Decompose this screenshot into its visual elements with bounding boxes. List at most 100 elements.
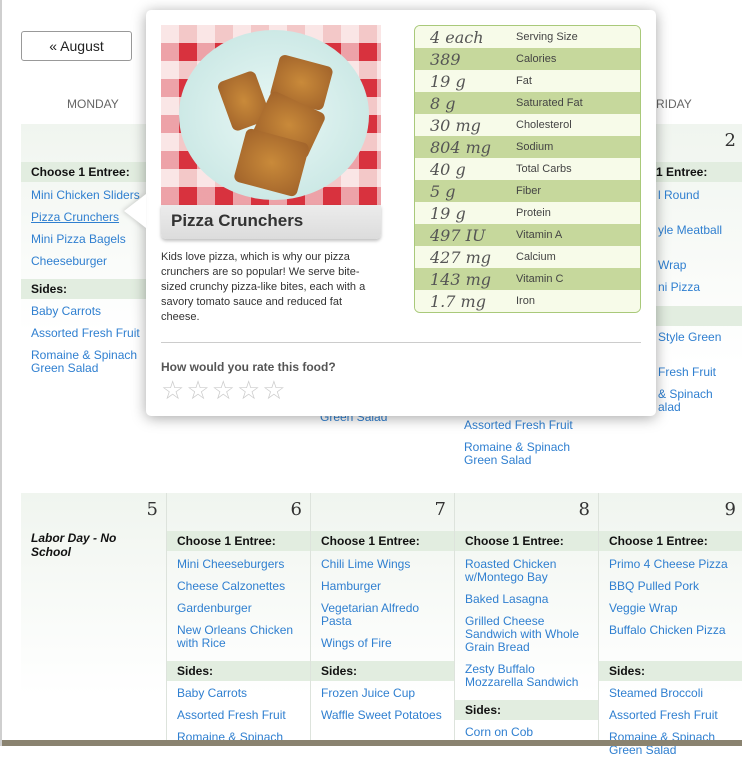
divider: [161, 342, 641, 343]
menu-item[interactable]: Wrap: [658, 258, 687, 272]
menu-item[interactable]: Corn on Cob: [465, 725, 534, 739]
nutrition-row: 497 IU Vitamin A: [415, 224, 640, 246]
nutrition-label: Calories: [516, 53, 557, 65]
menu-item[interactable]: & Spinach: [658, 387, 713, 401]
nutrition-label: Calcium: [516, 251, 556, 263]
prev-month-button[interactable]: « August: [21, 31, 132, 61]
nutrition-row: 40 g Total Carbs: [415, 158, 640, 180]
day-number: 7: [434, 499, 446, 520]
day-number: 2: [724, 130, 736, 151]
weekday-monday: MONDAY: [67, 97, 119, 111]
menu-item[interactable]: Waffle Sweet Potatoes: [321, 708, 442, 722]
nutrition-value: 4 each: [430, 27, 484, 47]
menu-item[interactable]: Assorted Fresh Fruit: [464, 418, 573, 432]
menu-item[interactable]: Cheese Calzonettes: [177, 579, 286, 593]
star-icon[interactable]: ☆: [262, 375, 286, 405]
food-description: Kids love pizza, which is why our pizza …: [161, 251, 366, 323]
menu-item[interactable]: Vegetarian Alfredo Pasta: [321, 601, 420, 628]
menu-item[interactable]: BBQ Pulled Pork: [609, 579, 700, 593]
entree-header: Choose 1 Entree:: [21, 162, 166, 182]
nutrition-value: 8 g: [430, 93, 456, 113]
menu-item[interactable]: Assorted Fresh Fruit: [609, 708, 718, 722]
nutrition-label: Fiber: [516, 185, 542, 197]
menu-item[interactable]: Baby Carrots: [31, 304, 102, 318]
nutrition-row: 19 g Protein: [415, 202, 640, 224]
nutrition-label: Total Carbs: [516, 163, 572, 175]
sides-header: Sides:: [455, 700, 598, 720]
menu-item[interactable]: Style Green: [658, 330, 722, 344]
day-number: 5: [146, 499, 158, 520]
nutrition-row: 19 g Fat: [415, 70, 640, 92]
day-cell-friday-week1: 2 1 Entree: l Round yle Meatball Wrap ni…: [598, 124, 742, 424]
menu-item[interactable]: l Round: [658, 188, 700, 202]
menu-item[interactable]: Chili Lime Wings: [321, 557, 411, 571]
menu-item[interactable]: Assorted Fresh Fruit: [177, 708, 286, 722]
entree-header: Choose 1 Entree:: [311, 531, 454, 551]
menu-item-selected[interactable]: Pizza Crunchers: [31, 210, 120, 224]
food-photo: [161, 25, 381, 205]
nutrition-value: 497 IU: [430, 225, 486, 245]
day-number: 8: [578, 499, 590, 520]
day-cell-monday-week1: 2 Choose 1 Entree: Mini Chicken Sliders …: [21, 124, 166, 384]
menu-item[interactable]: Baby Carrots: [177, 686, 248, 700]
day-cell: 5 Labor Day - No School: [21, 493, 166, 746]
menu-item[interactable]: Hamburger: [321, 579, 382, 593]
star-icon[interactable]: ☆: [236, 375, 261, 405]
menu-item[interactable]: Roasted Chicken w/Montego Bay: [465, 557, 557, 584]
sides-header: Sides:: [167, 661, 310, 681]
nutrition-label: Fat: [516, 75, 532, 87]
nutrition-value: 427 mg: [430, 247, 492, 267]
day-cell: 8 Choose 1 Entree: Roasted Chicken w/Monte…: [454, 493, 598, 746]
day-cell: 6 Choose 1 Entree: Mini Cheeseburgers Chees…: [166, 493, 310, 746]
menu-item[interactable]: Assorted Fresh Fruit: [31, 326, 140, 340]
nutrition-row: 1.7 mg Iron: [415, 290, 640, 312]
nutrition-row: 389 Calories: [415, 48, 640, 70]
menu-item[interactable]: Grilled Cheese Sandwich with Whole Grain…: [465, 614, 580, 654]
menu-item[interactable]: Frozen Juice Cup: [321, 686, 416, 700]
nutrition-label: Sodium: [516, 141, 554, 153]
nutrition-label: Serving Size: [516, 31, 578, 43]
menu-item[interactable]: Fresh Fruit: [658, 365, 717, 379]
menu-item[interactable]: Veggie Wrap: [609, 601, 678, 615]
star-rating[interactable]: ☆ ☆ ☆ ☆ ☆: [161, 376, 286, 404]
menu-item[interactable]: Cheeseburger: [31, 254, 108, 268]
menu-item[interactable]: Primo 4 Cheese Pizza: [609, 557, 728, 571]
menu-item[interactable]: Zesty Buffalo Mozzarella Sandwich: [465, 662, 579, 689]
menu-item[interactable]: Mini Cheeseburgers: [177, 557, 285, 571]
menu-item[interactable]: Romaine & Spinach Green Salad: [31, 348, 138, 375]
day-cell: 7 Choose 1 Entree: Chili Lime Wings Hamburg…: [310, 493, 454, 746]
star-icon[interactable]: ☆: [186, 375, 210, 405]
nutrition-row: 427 mg Calcium: [415, 246, 640, 268]
food-title: Pizza Crunchers: [161, 205, 381, 239]
menu-item[interactable]: Buffalo Chicken Pizza: [609, 623, 726, 637]
day-cell: 9 Choose 1 Entree: Primo 4 Cheese Pizza BBQ…: [598, 493, 742, 757]
menu-item[interactable]: Steamed Broccoli: [609, 686, 704, 700]
menu-item[interactable]: Gardenburger: [177, 601, 252, 615]
menu-item[interactable]: yle Meatball: [658, 223, 723, 237]
nutrition-row: 804 mg Sodium: [415, 136, 640, 158]
nutrition-label: Protein: [516, 207, 551, 219]
nutrition-value: 19 g: [430, 71, 466, 91]
entree-header: Choose 1 Entree:: [167, 531, 310, 551]
menu-item[interactable]: Mini Pizza Bagels: [31, 232, 126, 246]
entree-header: Choose 1 Entree:: [599, 531, 742, 551]
sides-header: Sides:: [599, 661, 742, 681]
menu-item[interactable]: ni Pizza: [658, 280, 701, 294]
nutrition-value: 40 g: [430, 159, 466, 179]
menu-item[interactable]: Romaine & Spinach Green Salad: [464, 440, 571, 467]
nutrition-value: 30 mg: [430, 115, 481, 135]
star-icon[interactable]: ☆: [161, 375, 185, 405]
sides-header: Sides:: [21, 279, 166, 299]
nutrition-label: Iron: [516, 295, 535, 307]
entree-header: Choose 1 Entree:: [455, 531, 598, 551]
menu-item[interactable]: alad: [658, 400, 681, 414]
sides-header: Sides:: [311, 661, 454, 681]
star-icon[interactable]: ☆: [211, 375, 235, 405]
nutrition-value: 1.7 mg: [430, 291, 486, 311]
menu-item[interactable]: Wings of Fire: [321, 636, 392, 650]
nutrition-row: 4 each Serving Size: [415, 26, 640, 48]
day-number: 9: [724, 499, 736, 520]
menu-item[interactable]: Baked Lasagna: [465, 592, 549, 606]
menu-item[interactable]: Mini Chicken Sliders: [31, 188, 140, 202]
menu-item[interactable]: New Orleans Chicken with Rice: [177, 623, 294, 650]
